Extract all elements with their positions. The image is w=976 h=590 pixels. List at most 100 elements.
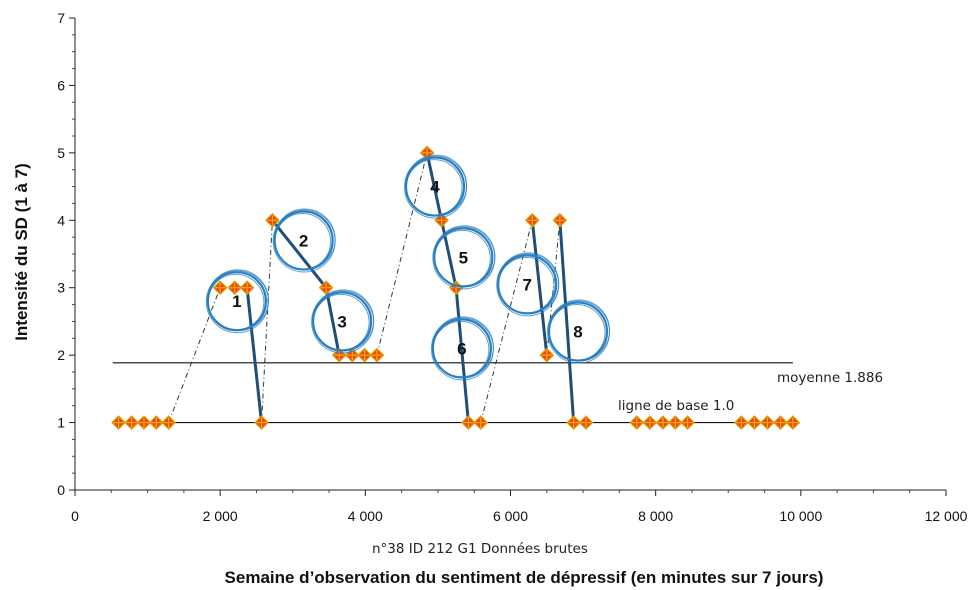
dashed-connector xyxy=(480,220,533,423)
circle-ring xyxy=(432,226,496,290)
circle-annotation-label: 8 xyxy=(573,323,582,342)
data-point xyxy=(629,415,645,430)
drop-segment-3 xyxy=(324,286,341,357)
x-tick-label: 8 000 xyxy=(638,508,673,524)
circle-ring xyxy=(207,273,265,331)
circle-ring xyxy=(274,213,332,271)
y-tick-label: 5 xyxy=(57,145,65,161)
chart-subtitle: n°38 ID 212 G1 Données brutes xyxy=(372,541,588,557)
data-point xyxy=(747,415,762,430)
circle-annotation-3: 3 xyxy=(311,289,375,354)
circle-annotation-8: 8 xyxy=(547,299,611,364)
data-point xyxy=(265,212,280,228)
circle-annotation-2: 2 xyxy=(272,208,336,273)
data-point xyxy=(655,415,671,430)
x-tick-label: 0 xyxy=(71,508,79,524)
circle-ring xyxy=(272,209,336,273)
data-point xyxy=(733,415,749,430)
x-tick-label: 6 000 xyxy=(493,508,528,524)
circle-ring xyxy=(432,320,490,378)
x-tick-label: 4 000 xyxy=(348,508,383,524)
circle-ring xyxy=(312,293,370,351)
circle-annotation-7: 7 xyxy=(496,252,560,317)
circle-annotation-label: 1 xyxy=(232,292,241,311)
y-tick-label: 6 xyxy=(57,77,65,93)
data-point xyxy=(539,347,555,363)
circle-ring xyxy=(496,253,560,317)
data-point xyxy=(148,415,164,430)
circled-annotations: 1 2 3 4 5 6 7 8 xyxy=(205,154,611,381)
data-point xyxy=(227,280,243,296)
drop-segment-6 xyxy=(454,286,470,425)
ref-label-baseline: ligne de base 1.0 xyxy=(618,398,734,414)
dashed-connector xyxy=(376,152,428,356)
y-tick-label: 1 xyxy=(57,415,65,431)
plot-frame xyxy=(74,18,946,491)
dashed-connector xyxy=(546,220,561,356)
axis-ticks: 0 1 2 3 4 5 6 7 0 2 000 4 000 6 000 8 000 10 000 12 00… xyxy=(57,10,967,524)
dashed-connector xyxy=(168,287,221,423)
circle-annotation-label: 3 xyxy=(337,312,346,331)
data-point xyxy=(680,415,695,430)
data-point xyxy=(239,280,255,296)
data-points xyxy=(111,145,801,430)
x-axis-title: Semaine d’observation du sentiment de dé… xyxy=(225,568,824,587)
data-point xyxy=(136,415,152,430)
circle-ring xyxy=(404,155,468,219)
circle-annotation-1: 1 xyxy=(205,269,269,334)
drop-segments xyxy=(245,151,576,425)
data-point xyxy=(524,212,540,228)
data-point xyxy=(785,415,801,430)
y-tick-label: 4 xyxy=(57,212,65,228)
y-axis-title: Intensité du SD (1 à 7) xyxy=(12,163,31,341)
data-point xyxy=(357,347,372,363)
circle-annotation-label: 5 xyxy=(459,248,468,267)
y-tick-label: 7 xyxy=(57,10,65,26)
circle-annotation-label: 7 xyxy=(522,275,531,294)
x-tick-label: 10 000 xyxy=(779,508,822,524)
dashed-connectors xyxy=(168,152,561,423)
drop-segment-2 xyxy=(270,218,328,290)
y-tick-label: 3 xyxy=(57,280,65,296)
circle-ring xyxy=(548,304,606,362)
circle-ring xyxy=(405,159,463,217)
circle-ring xyxy=(497,256,555,314)
circle-ring xyxy=(311,290,375,354)
drop-segment-4 xyxy=(425,151,444,222)
data-point xyxy=(124,415,139,430)
circle-ring xyxy=(547,300,611,364)
y-tick-label: 2 xyxy=(57,347,65,363)
circle-annotation-label: 4 xyxy=(430,178,440,197)
drop-segment-7 xyxy=(530,218,549,357)
ref-label-moyenne: moyenne 1.886 xyxy=(777,370,883,386)
data-point xyxy=(473,415,489,430)
data-point xyxy=(318,280,334,296)
data-point xyxy=(760,415,775,430)
drop-segment-8 xyxy=(558,218,576,425)
data-point xyxy=(667,415,683,430)
circle-annotation-5: 5 xyxy=(432,225,496,290)
circle-ring xyxy=(205,270,269,334)
data-point xyxy=(369,347,385,363)
data-point xyxy=(254,415,269,430)
data-point xyxy=(552,212,568,228)
data-point xyxy=(773,415,788,430)
x-tick-label: 2 000 xyxy=(203,508,238,524)
data-point xyxy=(461,415,476,430)
circle-ring xyxy=(433,229,491,287)
circle-annotation-4: 4 xyxy=(404,154,468,219)
circle-annotation-label: 6 xyxy=(457,339,466,358)
data-point xyxy=(578,415,594,430)
circle-ring xyxy=(430,317,494,381)
drop-segment-5 xyxy=(440,218,458,290)
x-tick-label: 12 000 xyxy=(925,508,968,524)
y-tick-label: 0 xyxy=(57,482,65,498)
drop-segment-1 xyxy=(245,286,264,425)
data-point xyxy=(566,415,581,430)
dashed-connector xyxy=(261,220,273,423)
data-point xyxy=(642,415,658,430)
data-point xyxy=(111,415,126,430)
circle-annotation-6: 6 xyxy=(430,316,494,381)
data-point xyxy=(212,280,228,296)
